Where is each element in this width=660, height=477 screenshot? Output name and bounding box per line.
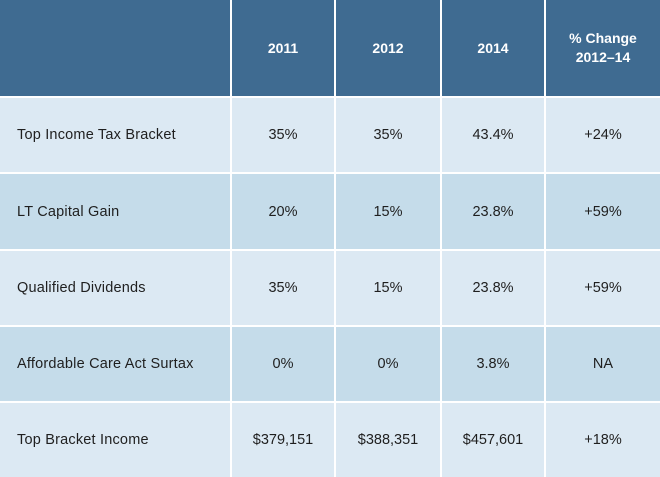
value-2014: 23.8% — [442, 251, 544, 325]
value-pct-change: +59% — [546, 251, 660, 325]
value-2014: 43.4% — [442, 98, 544, 172]
value-2014: $457,601 — [442, 403, 544, 477]
value-2011: 20% — [232, 174, 334, 249]
row-label: Top Bracket Income — [0, 403, 230, 477]
value-2011: 0% — [232, 327, 334, 401]
header-corner-cell — [0, 0, 230, 96]
header-pct-change-line2: 2012–14 — [575, 49, 631, 65]
header-pct-change: % Change 2012–14 — [546, 0, 660, 96]
value-2011: 35% — [232, 98, 334, 172]
table-row: Affordable Care Act Surtax 0% 0% 3.8% NA — [0, 327, 660, 401]
value-2012: 15% — [336, 251, 440, 325]
value-2014: 3.8% — [442, 327, 544, 401]
value-2012: 35% — [336, 98, 440, 172]
header-row: 2011 2012 2014 % Change 2012–14 — [0, 0, 660, 96]
table-row: Qualified Dividends 35% 15% 23.8% +59% — [0, 251, 660, 325]
header-pct-change-line1: % Change — [569, 30, 637, 46]
row-label: Affordable Care Act Surtax — [0, 327, 230, 401]
row-label: Qualified Dividends — [0, 251, 230, 325]
value-2011: 35% — [232, 251, 334, 325]
header-2014: 2014 — [442, 0, 544, 96]
header-2012: 2012 — [336, 0, 440, 96]
value-2012: 0% — [336, 327, 440, 401]
value-2012: 15% — [336, 174, 440, 249]
table-row: LT Capital Gain 20% 15% 23.8% +59% — [0, 174, 660, 249]
value-2011: $379,151 — [232, 403, 334, 477]
value-2012: $388,351 — [336, 403, 440, 477]
value-2014: 23.8% — [442, 174, 544, 249]
value-pct-change: +18% — [546, 403, 660, 477]
value-pct-change: +24% — [546, 98, 660, 172]
value-pct-change: NA — [546, 327, 660, 401]
row-label: LT Capital Gain — [0, 174, 230, 249]
table-row: Top Bracket Income $379,151 $388,351 $45… — [0, 403, 660, 477]
table-row: Top Income Tax Bracket 35% 35% 43.4% +24… — [0, 98, 660, 172]
value-pct-change: +59% — [546, 174, 660, 249]
header-2011: 2011 — [232, 0, 334, 96]
row-label: Top Income Tax Bracket — [0, 98, 230, 172]
